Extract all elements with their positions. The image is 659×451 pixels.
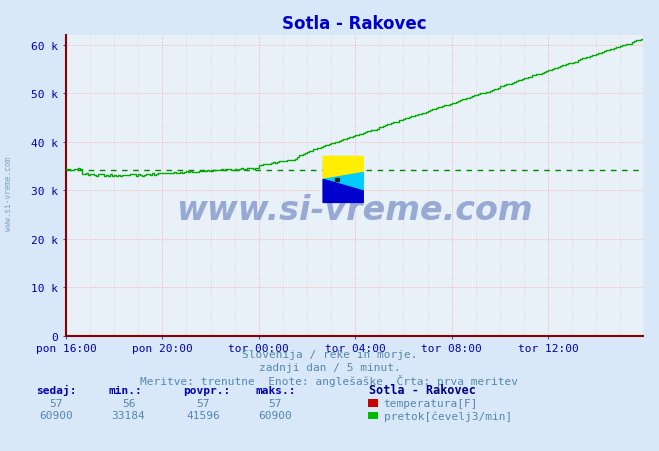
Text: 57: 57 [196,398,210,408]
Text: sedaj:: sedaj: [36,384,76,395]
Text: 41596: 41596 [186,410,220,420]
Text: Meritve: trenutne  Enote: anglešaške  Črta: prva meritev: Meritve: trenutne Enote: anglešaške Črta… [140,374,519,386]
Text: Sotla - Rakovec: Sotla - Rakovec [369,383,476,396]
Text: maks.:: maks.: [256,385,296,395]
Text: www.si-vreme.com: www.si-vreme.com [176,193,532,226]
Text: temperatura[F]: temperatura[F] [384,398,478,408]
Text: 60900: 60900 [258,410,293,420]
Text: 33184: 33184 [111,410,146,420]
Text: Slovenija / reke in morje.: Slovenija / reke in morje. [242,350,417,359]
Text: zadnji dan / 5 minut.: zadnji dan / 5 minut. [258,362,401,372]
Text: 56: 56 [122,398,135,408]
Polygon shape [323,157,363,180]
Text: povpr.:: povpr.: [183,385,231,395]
Text: min.:: min.: [109,385,142,395]
Text: www.si-vreme.com: www.si-vreme.com [4,157,13,231]
Title: Sotla - Rakovec: Sotla - Rakovec [282,15,426,33]
Text: pretok[čevelj3/min]: pretok[čevelj3/min] [384,410,512,421]
Text: 57: 57 [49,398,63,408]
Bar [335,179,339,181]
Text: 60900: 60900 [39,410,73,420]
Text: 57: 57 [269,398,282,408]
Polygon shape [323,180,363,203]
Polygon shape [323,173,363,192]
